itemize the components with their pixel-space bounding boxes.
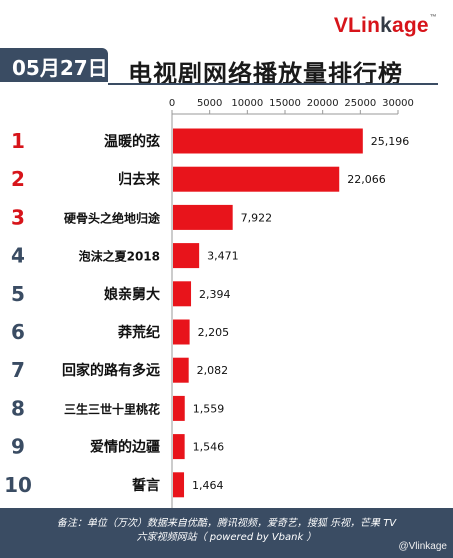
title-divider [108,83,438,85]
bar [173,281,192,307]
rank-number: 3 [11,205,25,229]
date-badge: 05月27日 [0,48,108,82]
category-label: 回家的路有多远 [62,362,160,379]
category-label: 莽荒纪 [117,324,160,341]
category-label: 泡沫之夏2018 [79,249,160,264]
bar-chart: 0 5000 10000 15000 20000 25000 30000 1 温暖的弦 25,19… [4,98,414,508]
date-label: 05月27日 [12,56,108,80]
category-label: 硬骨头之绝地归途 [64,210,161,225]
x-tick-label: 5000 [197,98,222,109]
x-tick-label: 10000 [231,98,263,109]
bar [173,357,189,383]
category-label: 归去来 [118,171,161,188]
value-label: 1,559 [193,402,225,415]
value-label: 22,066 [347,173,386,186]
footer-note-line2: 六家视频网站（ powered by Vbank ） [136,532,317,543]
rank-number: 7 [11,358,25,382]
value-label: 1,464 [192,479,224,492]
value-label: 7,922 [241,211,273,224]
bar [173,204,233,230]
value-label: 2,394 [199,288,231,301]
value-label: 2,205 [198,326,230,339]
weibo-watermark: @Vlinkage [398,541,447,552]
value-label: 2,082 [197,364,229,377]
x-tick-label: 0 [169,98,175,109]
bar [173,319,190,345]
rank-number: 6 [11,320,25,344]
footer-note: 备注：单位（万次）数据来自优酷，腾讯视频，爱奇艺，搜狐 乐视，芒果 TV 六家视… [0,508,453,558]
bar [173,434,185,460]
value-label: 1,546 [193,441,225,454]
category-label: 三生三世十里桃花 [64,401,160,416]
bar [173,243,200,269]
rank-number: 8 [11,396,25,420]
x-tick-label: 30000 [382,98,414,109]
category-label: 温暖的弦 [104,133,160,150]
x-tick-label: 15000 [269,98,301,109]
rank-number: 5 [11,282,25,306]
brand-logo: VLinkage™ [333,14,437,37]
value-label: 3,471 [207,250,239,263]
rank-number: 9 [11,435,25,459]
value-label: 25,196 [371,135,410,148]
bar [173,128,363,154]
x-tick-label: 25000 [344,98,376,109]
bar [173,166,340,192]
rank-number: 1 [11,129,25,153]
category-label: 娘亲舅大 [104,286,160,303]
rank-number: 2 [11,167,25,191]
footer-note-line1: 备注：单位（万次）数据来自优酷，腾讯视频，爱奇艺，搜狐 乐视，芒果 TV [56,518,397,529]
rank-number: 4 [11,244,25,268]
category-label: 誓言 [132,477,160,494]
rank-number: 10 [4,473,32,497]
x-tick-label: 20000 [307,98,339,109]
bar [173,472,185,498]
bar [173,395,185,421]
category-label: 爱情的边疆 [90,439,160,456]
